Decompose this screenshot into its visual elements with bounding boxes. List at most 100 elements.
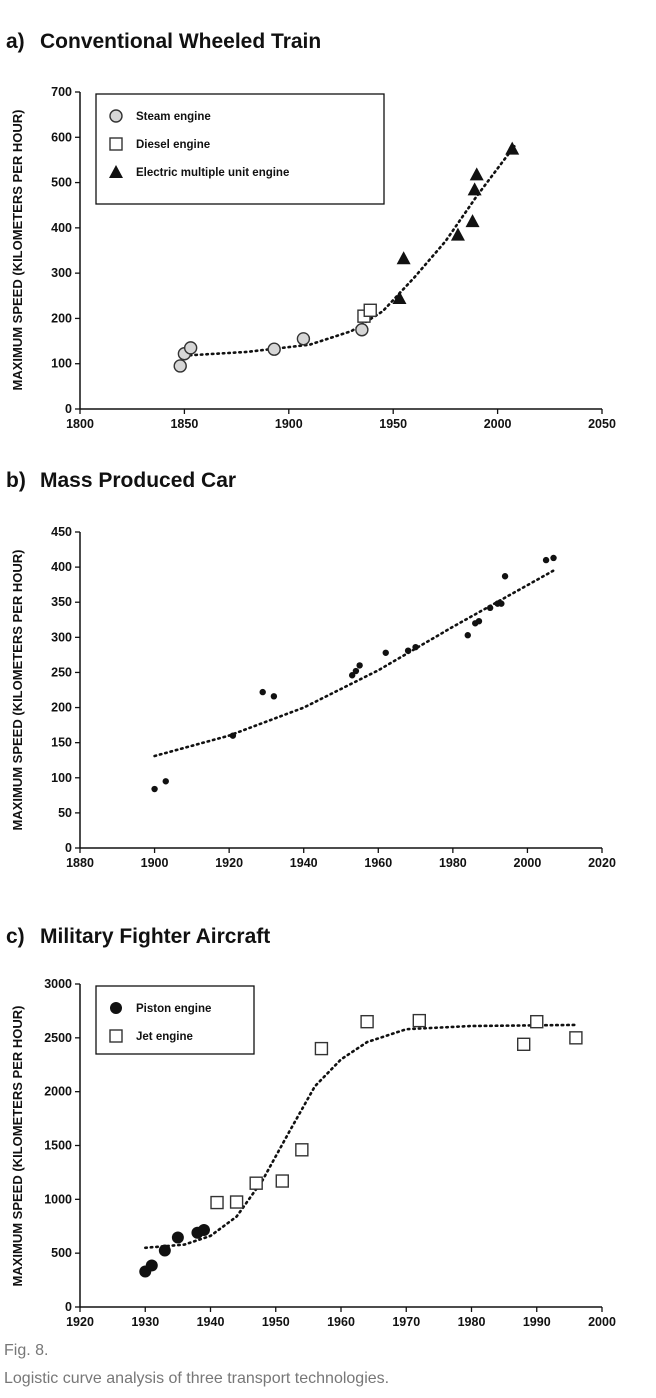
data-point: [465, 214, 480, 228]
panel-c: c) Military Fighter Aircraft 0 500 1000 150…: [6, 925, 616, 1329]
x-tick-label: 1900: [141, 856, 169, 870]
data-point: [145, 1259, 158, 1272]
x-tick-label: 2000: [484, 417, 512, 431]
data-point: [229, 732, 237, 739]
y-axis-label: MAXIMUM SPEED (KILOMETERS PER HOUR): [10, 110, 25, 391]
x-tick-label: 1920: [215, 856, 243, 870]
train-chart: 0 100 200 300 400 500 600 700 1800 1850 1900 1950 20…: [10, 85, 616, 431]
y-tick-label: 2000: [44, 1085, 72, 1099]
legend-marker: [109, 137, 123, 151]
data-point: [229, 1195, 244, 1209]
data-point: [467, 182, 482, 196]
y-tick-label: 1000: [44, 1192, 72, 1206]
legend-marker: [109, 109, 123, 123]
y-tick-label: 250: [51, 665, 72, 679]
x-tick-label: 1950: [379, 417, 407, 431]
data-point: [517, 1037, 531, 1051]
legend-label: Electric multiple unit engine: [136, 167, 289, 179]
panel-b-title: Mass Produced Car: [40, 469, 236, 492]
legend: Piston engine Jet engine: [95, 985, 255, 1055]
legend-marker: [110, 1002, 122, 1014]
y-tick-label: 50: [58, 806, 72, 820]
x-tick-label: 1960: [364, 856, 392, 870]
data-point: [505, 141, 520, 155]
data-point: [296, 332, 311, 346]
data-point: [173, 359, 187, 373]
panel-a-label: a): [6, 30, 25, 53]
y-axis-label: MAXIMUM SPEED (KILOMETERS PER HOUR): [10, 1006, 25, 1287]
x-tick-label: 1930: [131, 1315, 159, 1329]
y-tick-label: 300: [51, 266, 72, 280]
legend-box: [95, 985, 255, 1055]
x-tick-label: 1980: [458, 1315, 486, 1329]
x-tick-label: 2000: [588, 1315, 616, 1329]
aircraft-chart: 0 500 1000 1500 2000 2500 3000 1920 1930 1940 1950…: [10, 977, 616, 1329]
data-point: [360, 1014, 374, 1029]
data-point: [475, 617, 483, 625]
data-point: [501, 573, 509, 580]
y-tick-label: 0: [65, 1300, 72, 1314]
data-point: [158, 1244, 171, 1257]
legend-box: [95, 93, 385, 205]
panel-a-title: Conventional Wheeled Train: [40, 30, 321, 53]
y-tick-label: 450: [51, 525, 72, 539]
data-point: [363, 303, 377, 317]
data-point: [314, 1041, 329, 1056]
figure-caption-label: Fig. 8.: [4, 1342, 49, 1359]
y-tick-label: 500: [51, 1246, 72, 1260]
data-point: [270, 693, 278, 700]
y-tick-label: 200: [51, 701, 72, 715]
trend-line: [144, 1023, 578, 1250]
data-point: [569, 1031, 583, 1045]
data-point: [530, 1014, 544, 1029]
y-tick-label: 200: [51, 311, 72, 325]
data-point: [162, 778, 169, 785]
figure-caption-text: Logistic curve analysis of three transpo…: [4, 1370, 390, 1387]
data-point: [275, 1174, 289, 1188]
panel-c-label: c): [6, 925, 25, 948]
y-tick-label: 350: [51, 595, 72, 609]
data-point: [197, 1224, 210, 1237]
data-point: [542, 556, 550, 564]
data-point: [396, 251, 411, 265]
legend-label: Jet engine: [136, 1031, 193, 1043]
data-point: [356, 662, 363, 669]
data-point: [486, 604, 494, 612]
y-tick-label: 300: [51, 630, 72, 644]
y-tick-label: 100: [51, 771, 72, 785]
car-chart: 0 50 100 150 200 250 300 350 400 450 1880 1900 1920 1…: [10, 525, 616, 870]
x-tick-label: 1900: [275, 417, 303, 431]
y-tick-label: 150: [51, 736, 72, 750]
y-tick-label: 3000: [44, 977, 72, 991]
y-tick-label: 400: [51, 560, 72, 574]
y-tick-label: 0: [65, 402, 72, 416]
legend-label: Piston engine: [136, 1003, 211, 1015]
data-point: [550, 554, 557, 562]
legend-marker: [109, 1029, 123, 1043]
y-tick-label: 600: [51, 130, 72, 144]
x-tick-label: 1940: [290, 856, 318, 870]
data-point: [183, 341, 198, 355]
x-tick-label: 1970: [392, 1315, 420, 1329]
y-tick-label: 400: [51, 221, 72, 235]
y-axis-label: MAXIMUM SPEED (KILOMETERS PER HOUR): [10, 550, 25, 831]
legend: Steam engine Diesel engine Electric multip…: [95, 93, 385, 205]
y-tick-label: 2500: [44, 1031, 72, 1045]
x-tick-label: 1880: [66, 856, 94, 870]
data-point: [392, 291, 407, 305]
data-point: [498, 600, 505, 607]
x-tick-label: 1990: [523, 1315, 551, 1329]
panel-a: a) Conventional Wheeled Train 0 100 200 300…: [6, 30, 616, 431]
x-tick-label: 1800: [66, 417, 94, 431]
panel-c-title: Military Fighter Aircraft: [40, 925, 270, 948]
data-point: [267, 342, 281, 356]
data-point: [469, 167, 484, 181]
x-tick-label: 2000: [514, 856, 542, 870]
data-point: [450, 227, 465, 241]
x-tick-label: 1920: [66, 1315, 94, 1329]
data-point: [355, 323, 369, 337]
x-tick-label: 1980: [439, 856, 467, 870]
x-tick-label: 2020: [588, 856, 616, 870]
legend-label: Diesel engine: [136, 139, 210, 151]
